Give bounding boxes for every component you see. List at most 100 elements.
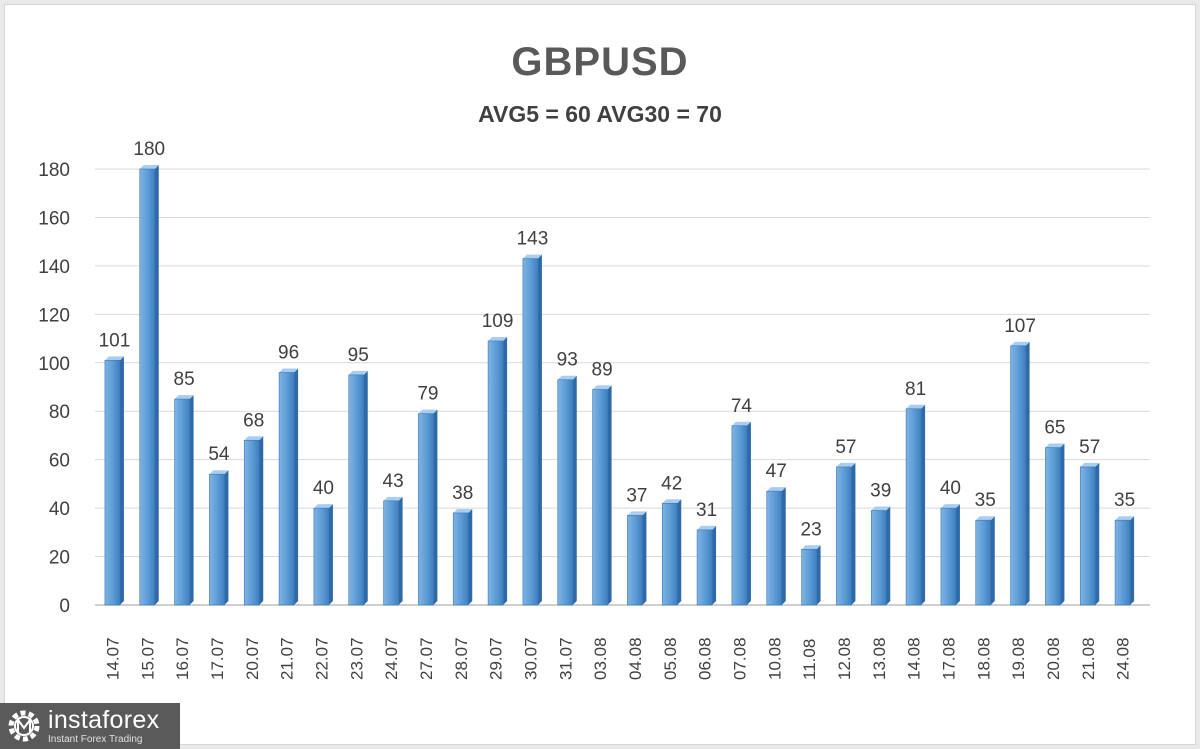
bar-side (294, 368, 299, 605)
bar (661, 502, 678, 606)
data-label: 54 (208, 444, 230, 465)
x-tick-label: 11.08 (800, 639, 819, 680)
bar (313, 507, 330, 606)
bar (174, 398, 190, 606)
data-label: 57 (1079, 437, 1100, 458)
brand-tagline: Instant Forex Trading (48, 733, 143, 745)
x-tick-label: 21.07 (278, 637, 297, 680)
x-tick-label: 03.08 (591, 637, 610, 680)
bar-top (313, 504, 333, 509)
x-tick-label: 22.07 (312, 637, 331, 680)
bar (209, 473, 225, 606)
bar-top (627, 511, 647, 516)
bar-top (488, 336, 508, 341)
data-label: 180 (133, 139, 165, 160)
brand-name: instaforex (48, 705, 160, 734)
data-label: 39 (870, 481, 891, 502)
bar (801, 548, 817, 606)
y-tick-label: 20 (49, 548, 70, 569)
x-tick-label: 28.07 (452, 637, 471, 680)
bar-side (1095, 462, 1100, 605)
chart-frame (4, 4, 1196, 745)
x-tick-label: 29.07 (487, 637, 506, 680)
bar-top (418, 409, 438, 414)
x-tick-label: 24.07 (382, 637, 401, 680)
data-label: 109 (482, 311, 514, 332)
bar-top (104, 356, 124, 361)
bar (696, 529, 713, 606)
data-label: 74 (731, 396, 753, 417)
data-label: 95 (348, 345, 369, 366)
bar-top (871, 506, 891, 511)
x-tick-label: 17.07 (208, 637, 227, 680)
x-tick-label: 05.08 (661, 637, 680, 680)
y-tick-label: 100 (38, 354, 70, 375)
x-tick-label: 20.07 (243, 637, 262, 680)
x-tick-label: 04.08 (626, 637, 645, 680)
bar-top (801, 545, 821, 550)
bar-top (906, 404, 926, 409)
bar (348, 374, 365, 606)
bar-top (244, 436, 264, 441)
bar-side (154, 165, 159, 605)
x-tick-label: 23.07 (347, 637, 366, 680)
bar (836, 466, 852, 606)
bar-top (279, 368, 299, 373)
x-tick-label: 31.07 (556, 637, 575, 680)
bar-side (607, 385, 612, 605)
bar-top (139, 165, 159, 169)
data-label: 23 (801, 519, 822, 540)
bar (1045, 447, 1061, 606)
data-label: 93 (557, 350, 578, 371)
bar (940, 507, 957, 606)
x-tick-label: 21.08 (1079, 637, 1098, 680)
bar (383, 500, 399, 606)
instaforex-logo: instaforex Instant Forex Trading (0, 703, 180, 749)
bar-side (189, 395, 194, 605)
bar-top (383, 496, 403, 501)
data-label: 85 (174, 369, 195, 390)
y-tick-label: 0 (59, 596, 70, 617)
bar-side (955, 504, 960, 605)
y-tick-label: 40 (49, 499, 70, 520)
bar-side (851, 462, 856, 605)
bar-side (1025, 341, 1030, 605)
bar-top (731, 421, 751, 426)
bar (766, 490, 783, 606)
x-tick-label: 10.08 (765, 637, 784, 680)
x-tick-label: 18.08 (974, 637, 993, 680)
data-label: 40 (940, 478, 961, 499)
data-label: 57 (835, 437, 856, 458)
bar-top (348, 370, 368, 375)
bar (627, 515, 643, 606)
chart-title: GBPUSD (511, 40, 689, 84)
bar-side (468, 508, 473, 605)
x-tick-label: 17.08 (939, 637, 958, 680)
bar-side (224, 470, 229, 605)
bar-top (940, 504, 960, 509)
bar (243, 439, 260, 606)
y-tick-label: 160 (38, 208, 70, 229)
bar (975, 519, 992, 606)
gear-logo-icon (8, 710, 40, 742)
bar-side (363, 370, 368, 605)
bar-top (522, 254, 542, 259)
y-tick-label: 180 (38, 160, 70, 181)
bar-top (975, 516, 995, 521)
x-tick-label: 07.08 (730, 637, 749, 680)
data-label: 37 (626, 485, 647, 506)
bar (731, 425, 748, 606)
data-label: 107 (1004, 316, 1036, 337)
bar (452, 512, 469, 606)
bar-top (836, 462, 856, 467)
y-tick-label: 60 (49, 451, 70, 472)
bar-top (174, 395, 194, 400)
bar-top (1115, 516, 1135, 521)
x-tick-label: 27.07 (417, 637, 436, 680)
data-label: 31 (696, 500, 717, 521)
bar-top (453, 508, 473, 513)
bar-top (209, 470, 229, 475)
y-tick-label: 140 (38, 257, 70, 278)
bar (1114, 519, 1131, 606)
x-tick-label: 12.08 (835, 637, 854, 680)
